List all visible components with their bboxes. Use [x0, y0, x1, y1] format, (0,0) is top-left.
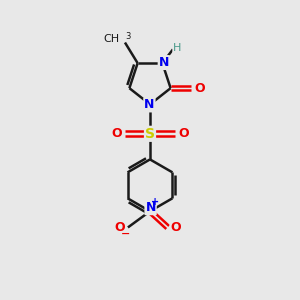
- Text: O: O: [178, 127, 189, 140]
- Text: O: O: [194, 82, 205, 95]
- Text: −: −: [121, 229, 130, 239]
- Text: O: O: [114, 221, 125, 234]
- Text: N: N: [159, 56, 169, 69]
- Text: N: N: [144, 98, 154, 111]
- Text: CH: CH: [103, 34, 120, 44]
- Text: H: H: [173, 43, 182, 53]
- Text: O: O: [111, 127, 122, 140]
- Text: +: +: [151, 197, 159, 207]
- Text: N: N: [146, 201, 156, 214]
- Text: O: O: [171, 221, 181, 234]
- Text: 3: 3: [126, 32, 131, 41]
- Text: S: S: [145, 127, 155, 141]
